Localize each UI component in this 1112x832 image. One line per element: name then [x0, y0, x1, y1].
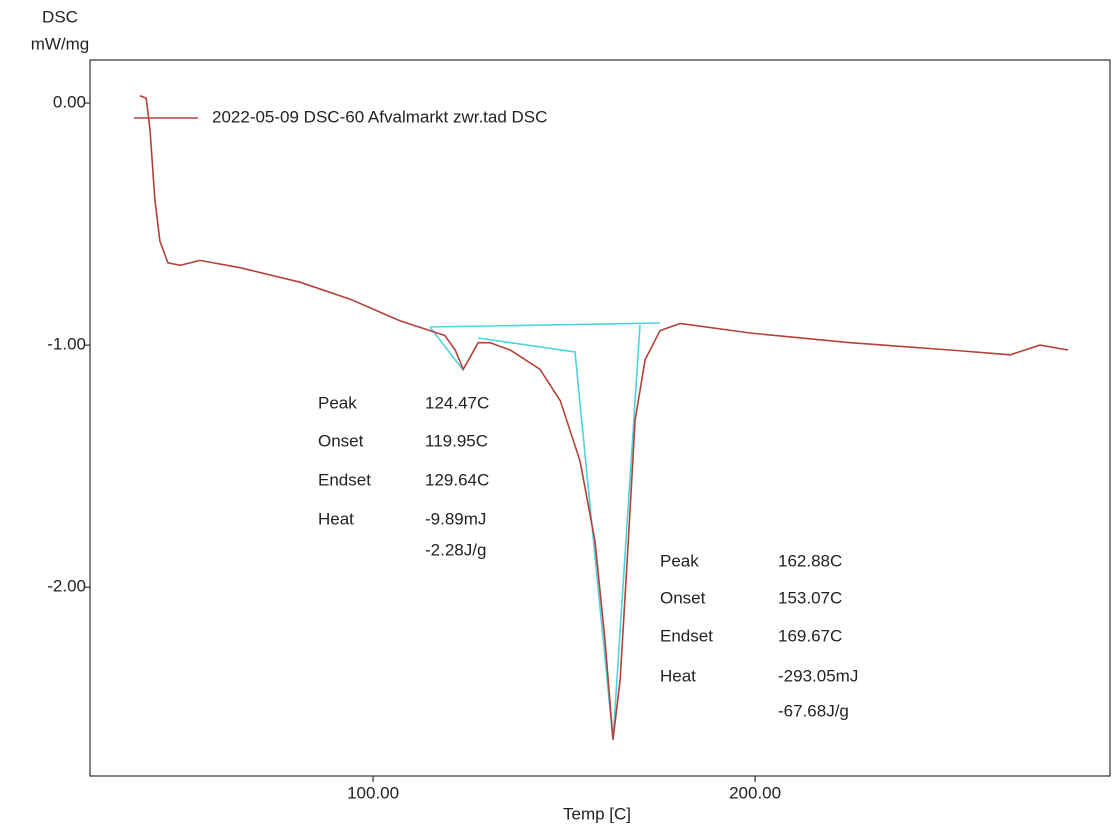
x-tick-label: 200.00	[729, 783, 781, 802]
annotation-value: 129.64C	[425, 470, 489, 489]
x-tick-label: 100.00	[347, 783, 399, 802]
annotation-label: Endset	[660, 626, 713, 645]
annotation-value: 153.07C	[778, 588, 842, 607]
baseline	[612, 324, 641, 741]
baseline	[477, 337, 614, 741]
annotation-label: Peak	[660, 551, 699, 570]
y-tick-label: 0.00	[53, 93, 86, 112]
annotation-value: -67.68J/g	[778, 701, 849, 720]
legend-label: 2022-05-09 DSC-60 Afvalmarkt zwr.tad DSC	[212, 107, 547, 126]
baseline-construction	[429, 322, 661, 741]
plot-frame	[89, 59, 1111, 777]
annotation-value: -9.89mJ	[425, 509, 486, 528]
y-tick-label: -2.00	[47, 577, 86, 596]
annotation-value: -293.05mJ	[778, 666, 858, 685]
annotation-value: -2.28J/g	[425, 540, 486, 559]
baseline	[429, 322, 661, 328]
annotation-value: 162.88C	[778, 551, 842, 570]
annotation-label: Heat	[660, 666, 696, 685]
data-line	[139, 95, 1069, 740]
annotation-label: Endset	[318, 470, 371, 489]
annotation-label: Heat	[318, 509, 354, 528]
annotation-label: Peak	[318, 393, 357, 412]
baseline	[429, 326, 464, 371]
x-axis-label: Temp [C]	[563, 804, 631, 823]
y-tick-label: -1.00	[47, 335, 86, 354]
y-axis-label: mW/mg	[31, 34, 90, 53]
annotation-label: Onset	[660, 588, 706, 607]
annotation-value: 124.47C	[425, 393, 489, 412]
annotation-value: 169.67C	[778, 626, 842, 645]
annotation-value: 119.95C	[425, 431, 488, 450]
y-axis-label: DSC	[42, 7, 78, 26]
annotation-label: Onset	[318, 431, 364, 450]
